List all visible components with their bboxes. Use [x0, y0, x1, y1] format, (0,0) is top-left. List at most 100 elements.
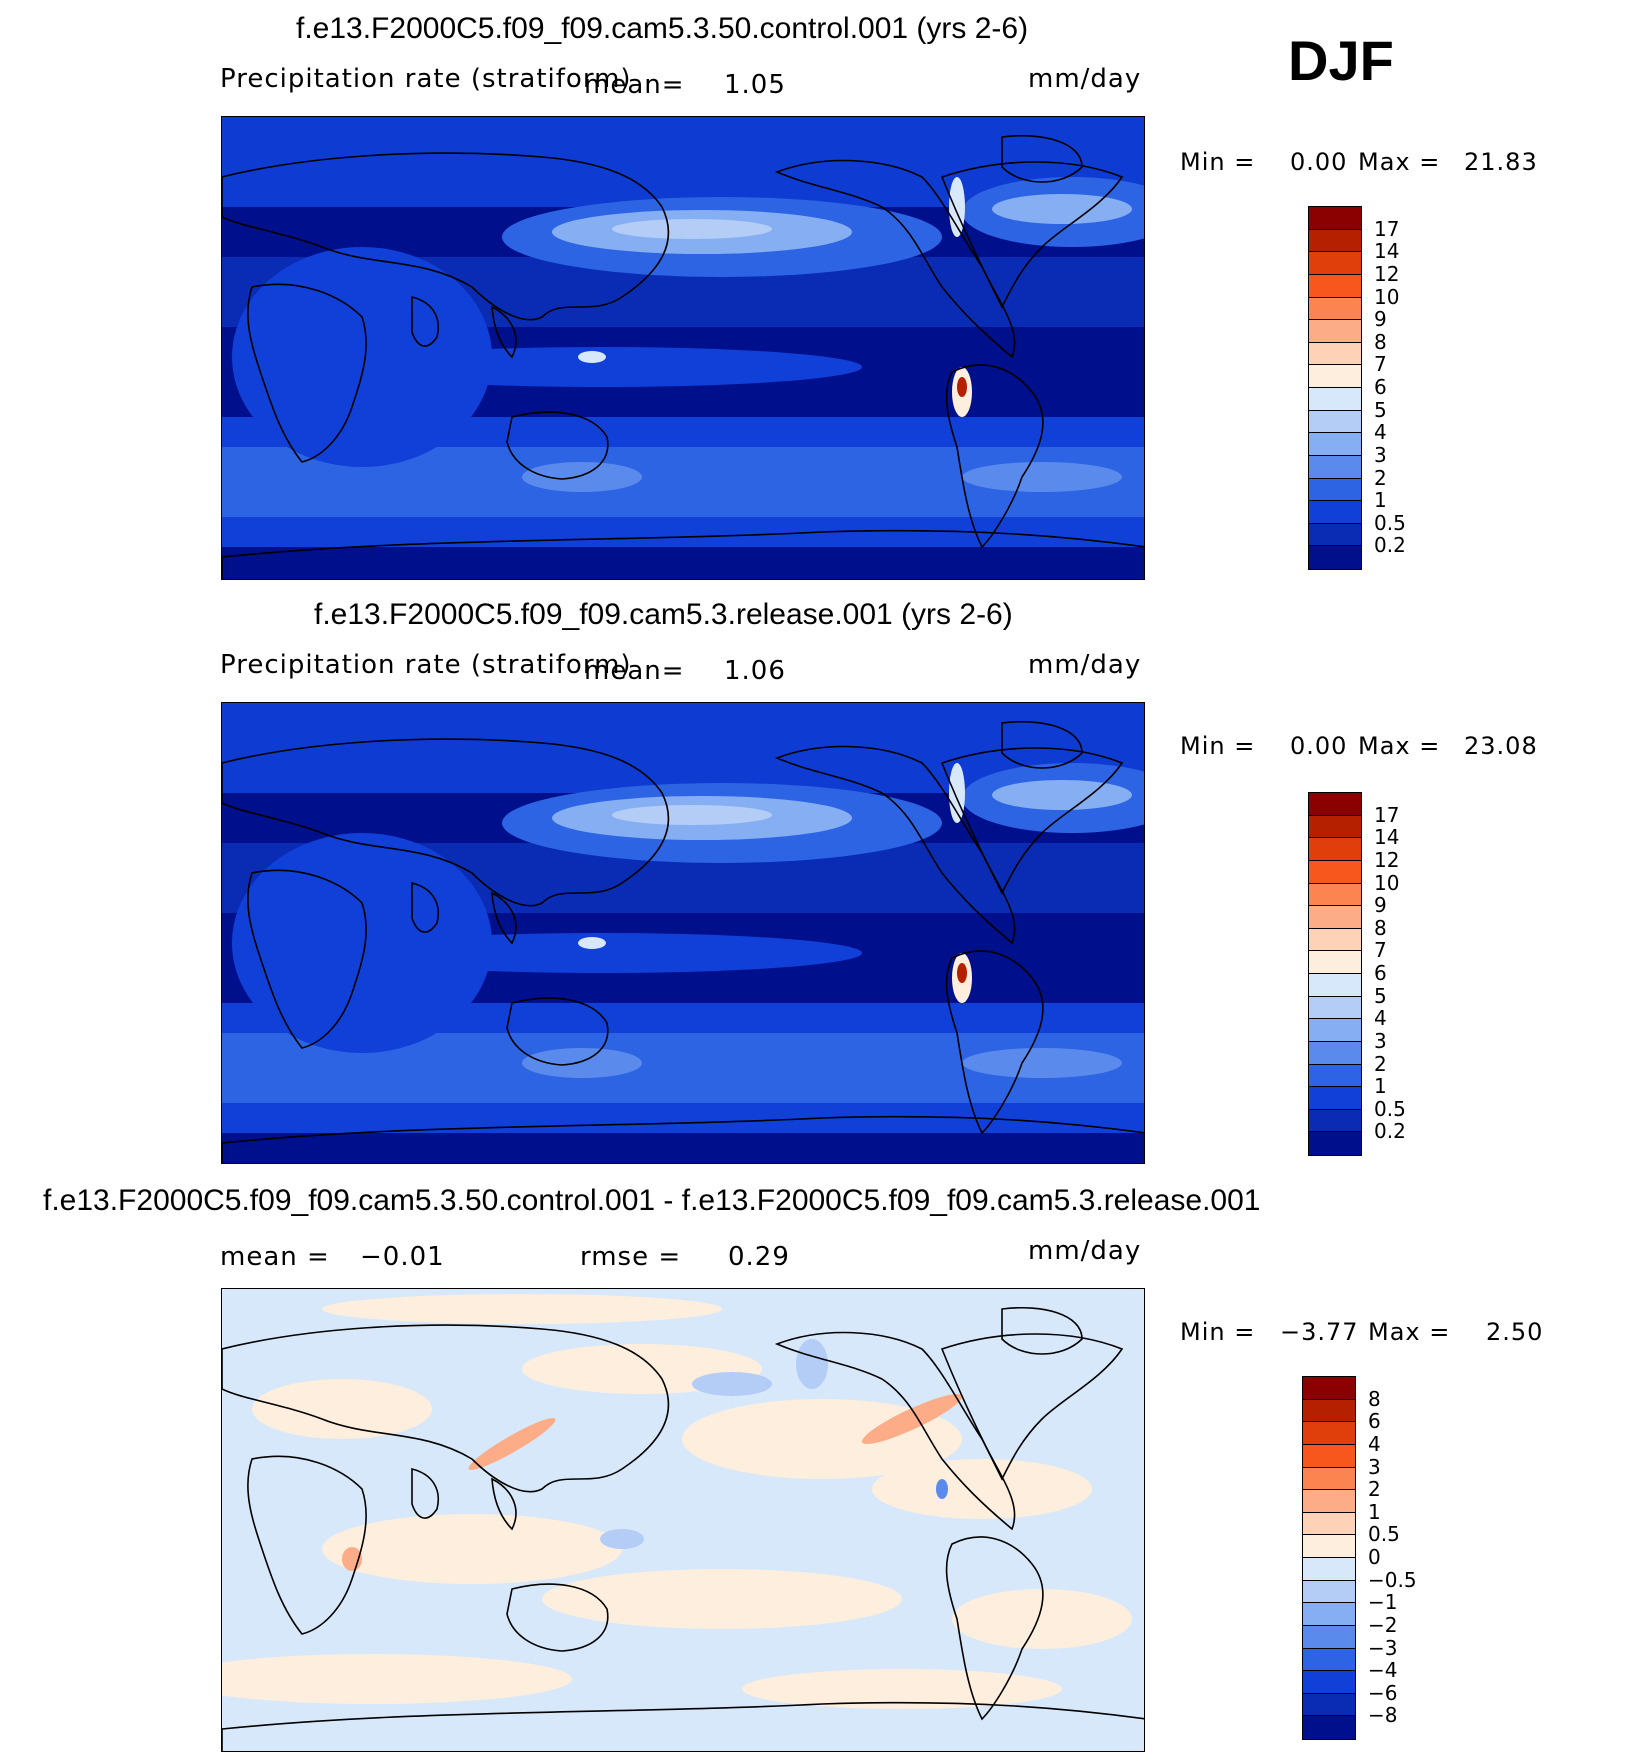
colorbar-swatch — [1309, 906, 1361, 929]
panel3-rmse-label: rmse = — [580, 1242, 682, 1272]
panel2-min-value: 0.00 — [1290, 732, 1348, 760]
colorbar-tick-label: 5 — [1374, 397, 1387, 422]
colorbar-tick-label: 7 — [1374, 352, 1387, 377]
colorbar-tick-label: −8 — [1368, 1703, 1398, 1728]
colorbar-tick-label: −4 — [1368, 1658, 1398, 1683]
colorbar-tick-label: 0.5 — [1374, 1096, 1406, 1121]
panel3-units: mm/day — [1028, 1236, 1142, 1266]
panel3-map — [221, 1288, 1145, 1752]
colorbar-tick-label: −1 — [1368, 1590, 1398, 1615]
colorbar-tick-label: 10 — [1374, 284, 1400, 309]
panel3-min-value: −3.77 — [1280, 1318, 1359, 1346]
colorbar-swatch — [1309, 320, 1361, 343]
panel1-variable: Precipitation rate (stratiform) — [220, 64, 632, 94]
panel1-min-value: 0.00 — [1290, 148, 1348, 176]
colorbar-swatch — [1309, 342, 1361, 366]
colorbar-swatch — [1309, 1019, 1361, 1042]
colorbar-tick-label: 2 — [1368, 1477, 1381, 1502]
colorbar-swatch — [1303, 1535, 1355, 1558]
colorbar-swatch — [1309, 546, 1361, 569]
colorbar-tick-label: 4 — [1374, 1006, 1387, 1031]
colorbar-swatch — [1309, 1041, 1361, 1065]
colorbar-swatch — [1309, 478, 1361, 502]
colorbar-tick-label: 3 — [1368, 1454, 1381, 1479]
colorbar-swatch — [1309, 1087, 1361, 1110]
colorbar-swatch — [1309, 252, 1361, 275]
colorbar-tick-label: 9 — [1374, 893, 1387, 918]
panel2-variable: Precipitation rate (stratiform) — [220, 650, 632, 680]
colorbar-tick-label: 8 — [1374, 915, 1387, 940]
colorbar-tick-label: −2 — [1368, 1612, 1398, 1637]
panel2-mean-label: mean= — [584, 656, 685, 686]
colorbar-tick-label: 2 — [1374, 1051, 1387, 1076]
colorbar-tick-label: 17 — [1374, 216, 1400, 241]
panel2-units: mm/day — [1028, 650, 1142, 680]
panel3-mean-value: −0.01 — [360, 1242, 445, 1272]
colorbar-swatch — [1309, 523, 1361, 547]
panel1-title: f.e13.F2000C5.f09_f09.cam5.3.50.control.… — [296, 12, 1029, 45]
colorbar-swatch — [1309, 229, 1361, 253]
colorbar-swatch — [1309, 1109, 1361, 1133]
panel3-title: f.e13.F2000C5.f09_f09.cam5.3.50.control.… — [43, 1184, 1261, 1217]
panel2-min-label: Min = — [1180, 732, 1256, 760]
colorbar-swatch — [1309, 793, 1361, 816]
colorbar-tick-label: 8 — [1368, 1386, 1381, 1411]
panel3-max-label: Max = — [1368, 1318, 1451, 1346]
panel2-map — [221, 702, 1145, 1164]
colorbar-tick-label: 1 — [1374, 488, 1387, 513]
colorbar-swatch — [1309, 860, 1361, 884]
colorbar-swatch — [1303, 1490, 1355, 1513]
colorbar-swatch — [1309, 501, 1361, 524]
colorbar-swatch — [1309, 455, 1361, 479]
colorbar-swatch — [1309, 883, 1361, 907]
panel1-max-label: Max = — [1358, 148, 1441, 176]
panel1-min-label: Min = — [1180, 148, 1256, 176]
colorbar-swatch — [1309, 1064, 1361, 1088]
colorbar-tick-label: 3 — [1374, 1028, 1387, 1053]
colorbar-swatch — [1309, 815, 1361, 839]
colorbar-tick-label: −6 — [1368, 1680, 1398, 1705]
panel3-rmse-value: 0.29 — [728, 1242, 790, 1272]
colorbar-swatch — [1309, 207, 1361, 230]
panel1-units: mm/day — [1028, 64, 1142, 94]
colorbar-tick-label: 7 — [1374, 938, 1387, 963]
panel3-min-label: Min = — [1180, 1318, 1256, 1346]
colorbar-swatch — [1309, 838, 1361, 861]
panel1-mean-label: mean= — [584, 70, 685, 100]
colorbar-tick-label: 1 — [1368, 1499, 1381, 1524]
panel1-max-value: 21.83 — [1464, 148, 1538, 176]
colorbar-tick-label: 14 — [1374, 239, 1400, 264]
colorbar-swatch — [1303, 1377, 1355, 1400]
colorbar-swatch — [1309, 974, 1361, 997]
colorbar-tick-label: 6 — [1374, 961, 1387, 985]
colorbar-tick-label: 10 — [1374, 870, 1400, 895]
panel2-colorbar — [1308, 792, 1362, 1156]
colorbar-swatch — [1309, 433, 1361, 456]
colorbar-tick-label: 0.2 — [1374, 1119, 1406, 1144]
colorbar-swatch — [1309, 928, 1361, 952]
colorbar-swatch — [1303, 1716, 1355, 1739]
panel2-max-label: Max = — [1358, 732, 1441, 760]
season-label: DJF — [1288, 29, 1394, 92]
colorbar-swatch — [1303, 1580, 1355, 1604]
colorbar-tick-label: 0.5 — [1374, 510, 1406, 535]
colorbar-tick-label: 2 — [1374, 465, 1387, 490]
colorbar-tick-label: 6 — [1368, 1409, 1381, 1434]
colorbar-swatch — [1309, 365, 1361, 388]
colorbar-tick-label: 12 — [1374, 261, 1400, 286]
colorbar-swatch — [1309, 388, 1361, 411]
colorbar-swatch — [1303, 1422, 1355, 1445]
panel3-mean-label: mean = — [220, 1242, 330, 1272]
panel3-max-value: 2.50 — [1486, 1318, 1544, 1346]
colorbar-swatch — [1303, 1467, 1355, 1491]
colorbar-tick-label: 5 — [1374, 983, 1387, 1008]
colorbar-tick-label: 14 — [1374, 825, 1400, 850]
colorbar-swatch — [1309, 1132, 1361, 1155]
colorbar-swatch — [1303, 1444, 1355, 1468]
colorbar-tick-label: 1 — [1374, 1074, 1387, 1099]
panel1-colorbar — [1308, 206, 1362, 570]
panel3-colorbar — [1302, 1376, 1356, 1740]
colorbar-swatch — [1303, 1693, 1355, 1717]
colorbar-tick-label: 9 — [1374, 307, 1387, 332]
colorbar-swatch — [1303, 1558, 1355, 1581]
